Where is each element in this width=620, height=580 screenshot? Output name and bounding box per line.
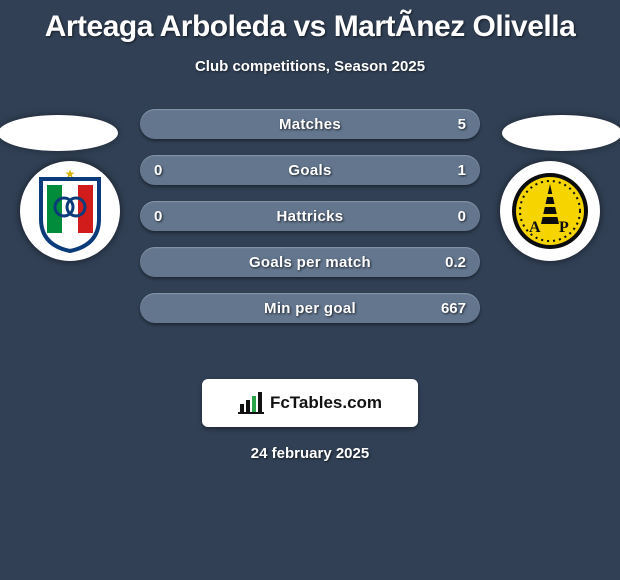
stat-row: Goals per match 0.2 <box>140 247 480 277</box>
shield-icon <box>37 175 103 253</box>
stat-right-value: 1 <box>458 162 466 179</box>
svg-text:P: P <box>559 219 569 236</box>
date-label: 24 february 2025 <box>0 445 620 462</box>
stat-right-value: 5 <box>458 116 466 133</box>
accent-ellipse-right <box>502 115 620 151</box>
stat-label: Hattricks <box>277 208 344 225</box>
stat-label: Min per goal <box>264 300 356 317</box>
club-badge-right: A P <box>500 161 600 261</box>
club-crest-left: ★ <box>37 171 103 251</box>
bar-chart-icon <box>238 392 264 414</box>
source-logo-text: FcTables.com <box>270 393 382 413</box>
stat-row: 0 Hattricks 0 <box>140 201 480 231</box>
subtitle: Club competitions, Season 2025 <box>0 58 620 75</box>
stat-left-value: 0 <box>154 162 162 179</box>
page-title: Arteaga Arboleda vs MartÃ­nez Olivella <box>0 0 620 44</box>
stat-label: Matches <box>279 116 341 133</box>
stat-right-value: 0 <box>458 208 466 225</box>
club-crest-right: A P <box>511 172 589 250</box>
svg-text:A: A <box>529 219 541 236</box>
stat-row: Min per goal 667 <box>140 293 480 323</box>
stat-pill-list: Matches 5 0 Goals 1 0 Hattricks 0 Goals … <box>140 109 480 323</box>
stat-right-value: 0.2 <box>445 254 466 271</box>
club-badge-left: ★ <box>20 161 120 261</box>
comparison-arena: ★ A <box>0 93 620 353</box>
stat-label: Goals per match <box>249 254 371 271</box>
source-logo: FcTables.com <box>202 379 418 427</box>
stat-row: 0 Goals 1 <box>140 155 480 185</box>
accent-ellipse-left <box>0 115 118 151</box>
stat-label: Goals <box>288 162 331 179</box>
stat-row: Matches 5 <box>140 109 480 139</box>
stat-right-value: 667 <box>441 300 466 317</box>
stat-left-value: 0 <box>154 208 162 225</box>
